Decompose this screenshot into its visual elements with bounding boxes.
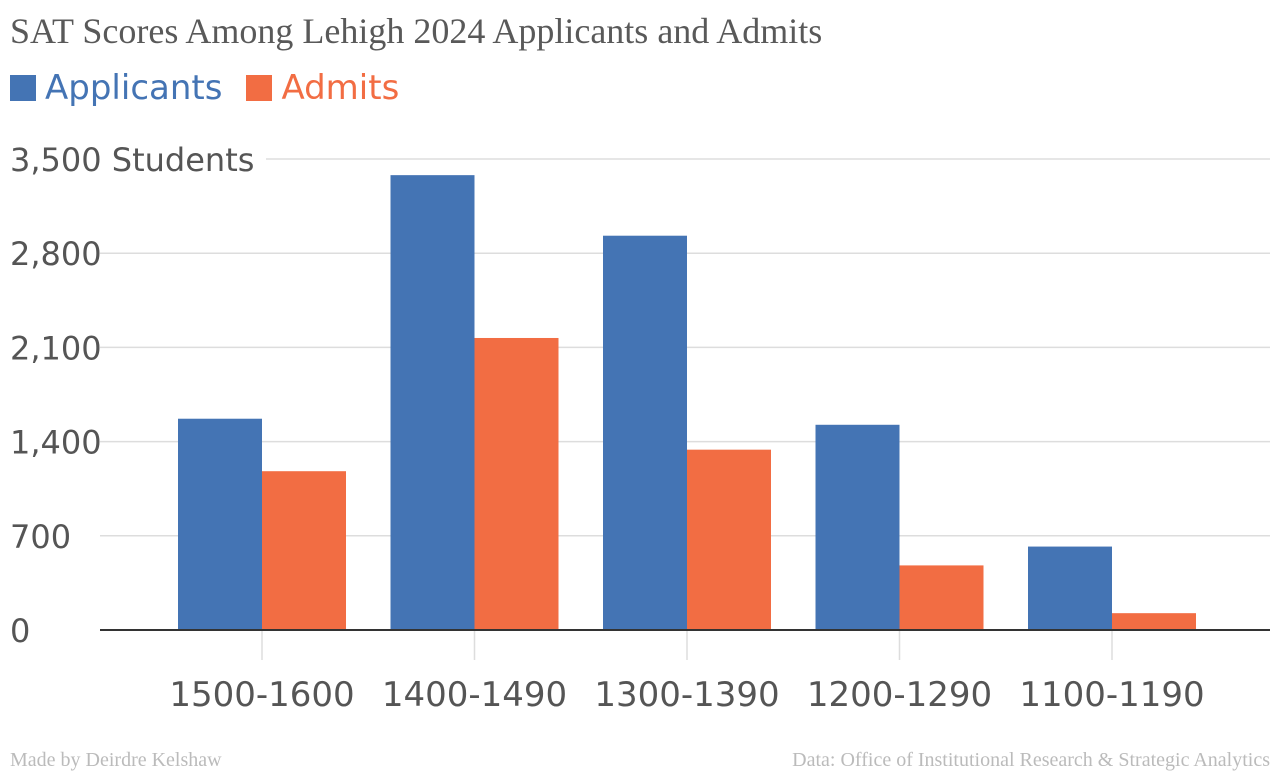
bar-admits-1400-1490 (474, 337, 559, 630)
y-tick-label: 1,400 (10, 424, 102, 462)
legend-label-applicants: Applicants (45, 68, 223, 108)
bar-applicants-1500-1600 (178, 418, 262, 630)
footer-source: Data: Office of Institutional Research &… (792, 749, 1270, 771)
bar-admits-1500-1600 (262, 471, 346, 630)
bar-applicants-1100-1190 (1028, 546, 1112, 630)
x-tick-label: 1200-1290 (807, 675, 992, 715)
bar-admits-1200-1290 (899, 565, 984, 630)
bar-applicants-1300-1390 (603, 235, 687, 630)
y-tick-label: 3,500 Students (10, 141, 254, 179)
legend-item-applicants[interactable]: Applicants (10, 68, 222, 108)
legend-label-admits: Admits (281, 68, 400, 108)
bar-admits-1300-1390 (687, 449, 771, 630)
legend-swatch-applicants (10, 75, 36, 101)
y-tick-label: 0 (10, 612, 30, 650)
bar-applicants-1200-1290 (815, 424, 900, 630)
y-tick-label: 700 (10, 518, 71, 556)
y-tick-label: 2,800 (10, 235, 102, 273)
legend-swatch-admits (246, 75, 273, 101)
x-tick-label: 1300-1390 (594, 675, 779, 715)
legend-item-admits[interactable]: Admits (246, 68, 399, 108)
chart-title: SAT Scores Among Lehigh 2024 Applicants … (10, 11, 823, 51)
y-tick-label: 2,100 (10, 329, 102, 367)
chart-legend: Applicants Admits (10, 66, 423, 110)
x-tick-label: 1100-1190 (1019, 675, 1204, 715)
footer-credit: Made by Deirdre Kelshaw (10, 749, 222, 771)
x-tick-label: 1400-1490 (382, 675, 567, 715)
bar-applicants-1400-1490 (390, 175, 475, 631)
bar-admits-1100-1190 (1112, 613, 1196, 630)
x-tick-label: 1500-1600 (169, 675, 354, 715)
